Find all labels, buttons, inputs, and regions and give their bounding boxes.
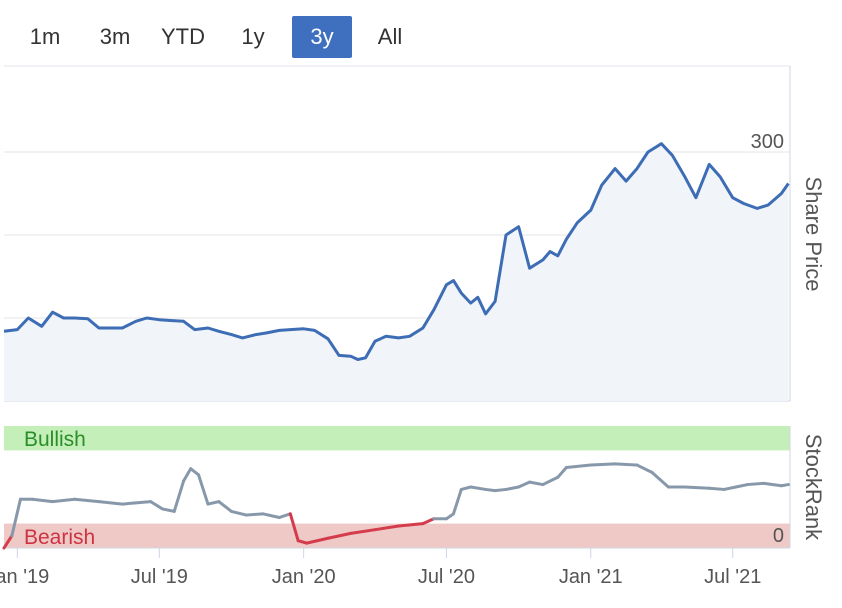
stockrank-line-segment xyxy=(149,500,164,511)
stockrank-line-segment xyxy=(707,486,726,491)
x-tick-label: Jul '20 xyxy=(418,566,475,588)
stockrank-line-segment xyxy=(189,467,201,477)
stockrank-line-segment xyxy=(528,480,545,487)
price-line xyxy=(3,142,790,361)
stockrank-line-segment xyxy=(2,534,14,550)
x-tick-label: Jul '21 xyxy=(704,566,761,588)
range-button-1m[interactable]: 1m xyxy=(29,24,61,49)
range-button-ytd[interactable]: YTD xyxy=(161,24,205,49)
x-tick-label: Jul '19 xyxy=(131,566,188,588)
stockrank-panel: Bullish Bearish 0 StockRank xyxy=(2,426,826,550)
stockrank-line-segment xyxy=(206,500,221,506)
stockrank-line-segment xyxy=(734,483,750,489)
stockrank-line-segment xyxy=(683,485,711,490)
stockrank-line-segment xyxy=(421,517,436,526)
stockrank-line-segment xyxy=(635,463,654,474)
stockrank-line-segment xyxy=(613,462,639,467)
stockrank-line-segment xyxy=(397,522,425,528)
stockrank-line-segment xyxy=(244,512,265,517)
x-tick-label: Jan '19 xyxy=(0,566,49,588)
stockrank-line-segment xyxy=(288,512,300,543)
stockrank-line-segment xyxy=(30,497,55,504)
stockrank-line-segment xyxy=(134,500,153,505)
stockrank-line-segment xyxy=(172,479,186,513)
stockrank-line-segment xyxy=(459,485,473,491)
stockrank-line-segment xyxy=(120,501,138,506)
x-axis: Jan '19 Jul '19 Jan '20 Jul '20 Jan '21 Jul '… xyxy=(0,548,761,588)
price-y-tick-label: 300 xyxy=(751,131,784,153)
stockrank-line-segment xyxy=(650,470,670,489)
stockrank-line-segment xyxy=(229,509,248,517)
stockrank-line-segment xyxy=(217,500,233,513)
x-tick-label: Jan '21 xyxy=(559,566,623,588)
stockrank-line-segment xyxy=(349,528,377,535)
stockrank-line-segment xyxy=(517,480,532,489)
stockrank-line-segment xyxy=(541,475,560,487)
bullish-band xyxy=(4,426,790,451)
stockrank-line-segment xyxy=(305,536,330,545)
stockrank-line-segment xyxy=(373,524,401,532)
price-axis-title: Share Price xyxy=(801,177,826,292)
bearish-band-label: Bearish xyxy=(24,526,95,549)
stockrank-line-segment xyxy=(97,500,124,506)
stockrank-line-segment xyxy=(277,512,292,519)
range-button-3y[interactable]: 3y xyxy=(292,16,352,58)
stockrank-line-segment xyxy=(51,497,77,504)
stockrank-line-segment xyxy=(73,497,101,504)
range-button-all[interactable]: All xyxy=(377,24,403,49)
x-tick-label: Jan '20 xyxy=(272,566,336,588)
stockrank-line-segment xyxy=(160,507,176,513)
stockrank-line-segment xyxy=(326,531,353,540)
stockrank-line-segment xyxy=(762,481,783,488)
stockrank-line-segment xyxy=(722,485,738,491)
range-button-3m[interactable]: 3m xyxy=(99,24,131,49)
stockrank-line-segment xyxy=(589,462,617,467)
stockrank-line-segment xyxy=(261,512,281,519)
stockrank-line-segment xyxy=(746,481,766,487)
stockrank-line-segment xyxy=(451,487,463,516)
stockrank-line-segment xyxy=(779,483,790,488)
stockrank-line-segment xyxy=(197,473,210,506)
bullish-band-label: Bullish xyxy=(24,428,86,451)
stockrank-line-segment xyxy=(556,465,568,479)
stockrank-line-segment xyxy=(182,467,193,483)
price-panel: 0100200300Share Price xyxy=(3,65,826,402)
stockrank-line-segment xyxy=(10,497,22,538)
range-button-1y[interactable]: 1y xyxy=(241,24,265,49)
stockrank-line-segment xyxy=(484,487,497,493)
stockrank-axis-title: StockRank xyxy=(801,434,826,541)
stockrank-y-tick-label: 0 xyxy=(773,525,784,547)
stockrank-line-segment xyxy=(564,463,593,469)
stockrank-line-segment xyxy=(493,487,508,493)
stockrank-line-segment xyxy=(469,485,488,491)
stockrank-line-segment xyxy=(504,485,521,491)
